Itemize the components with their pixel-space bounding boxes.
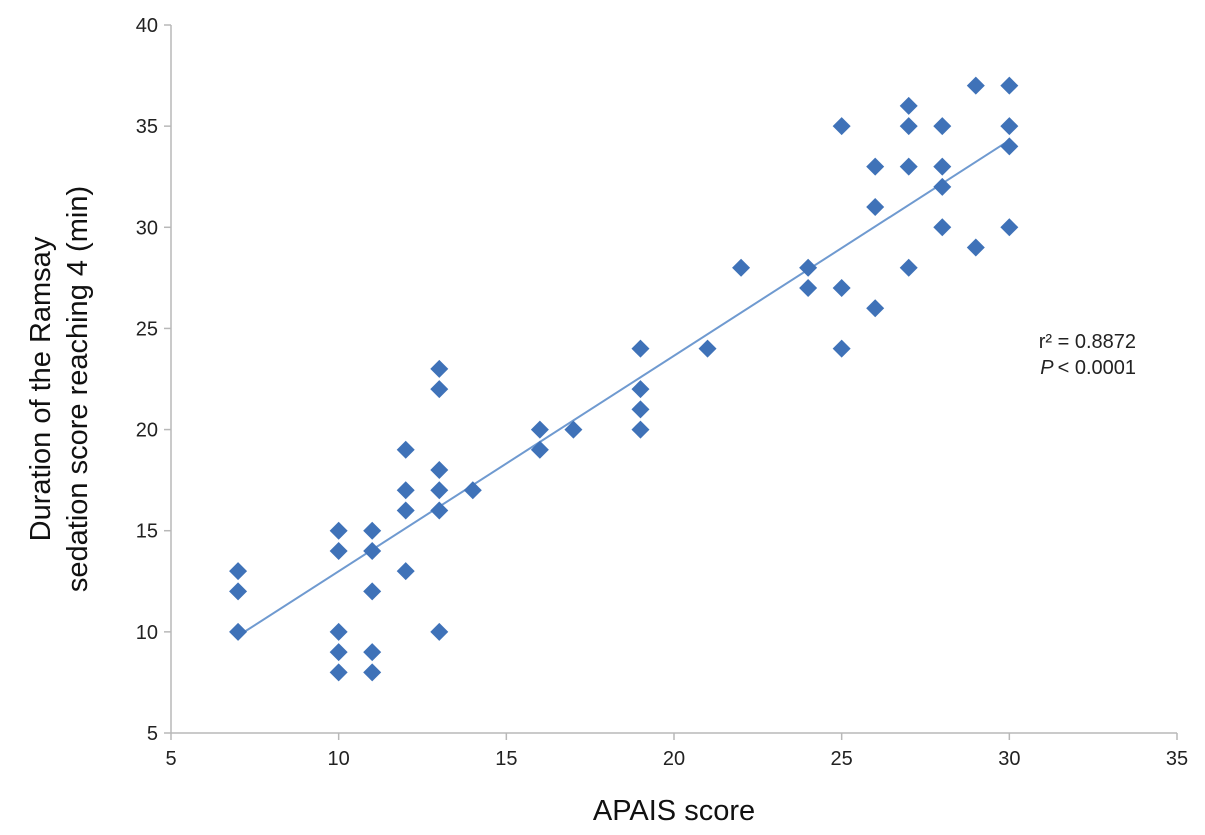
data-point <box>564 420 583 439</box>
data-point <box>329 663 348 682</box>
data-point <box>329 622 348 641</box>
data-point <box>430 501 449 520</box>
data-point <box>866 198 885 217</box>
data-point <box>396 440 415 459</box>
data-point <box>933 157 952 176</box>
statistics-annotation: r² = 0.8872 P < 0.0001 <box>1039 331 1136 379</box>
y-axis-title-line-2: sedation score reaching 4 (min) <box>62 186 94 592</box>
p-value-label: P < 0.0001 <box>1040 357 1136 379</box>
data-point <box>698 339 717 358</box>
trendline <box>237 139 1010 637</box>
data-point <box>966 76 985 95</box>
data-point <box>1000 137 1019 156</box>
x-tick-label: 30 <box>998 748 1020 770</box>
data-point <box>363 521 382 540</box>
data-point <box>463 481 482 500</box>
data-point <box>363 582 382 601</box>
data-points <box>229 76 1019 682</box>
y-axis-ticks: 5 10 15 20 25 30 35 40 <box>136 15 171 745</box>
data-point <box>530 420 549 439</box>
data-point <box>229 562 248 581</box>
y-axis-title-line-1: Duration of the Ramsay <box>25 236 57 541</box>
data-point <box>799 278 818 297</box>
r-squared-label: r² = 0.8872 <box>1039 331 1136 353</box>
data-point <box>631 339 650 358</box>
data-point <box>363 663 382 682</box>
data-point <box>866 299 885 318</box>
data-point <box>530 440 549 459</box>
data-point <box>631 420 650 439</box>
y-tick-label: 25 <box>136 318 158 340</box>
x-tick-label: 15 <box>495 748 517 770</box>
data-point <box>396 562 415 581</box>
data-point <box>396 481 415 500</box>
data-point <box>1000 76 1019 95</box>
data-point <box>899 157 918 176</box>
y-tick-label: 35 <box>136 116 158 138</box>
x-tick-label: 10 <box>328 748 350 770</box>
data-point <box>430 461 449 480</box>
data-point <box>899 117 918 136</box>
data-point <box>329 541 348 560</box>
p-symbol: P <box>1040 357 1054 379</box>
data-point <box>933 218 952 237</box>
x-tick-label: 20 <box>663 748 685 770</box>
y-axis-title: Duration of the Ramsay sedation score re… <box>25 186 94 592</box>
x-axis-ticks: 5 10 15 20 25 30 35 <box>165 733 1188 770</box>
y-tick-label: 20 <box>136 420 158 442</box>
data-point <box>832 278 851 297</box>
data-point <box>396 501 415 520</box>
data-point <box>430 622 449 641</box>
data-point <box>933 177 952 196</box>
data-point <box>899 258 918 277</box>
x-tick-label: 35 <box>1166 748 1188 770</box>
data-point <box>732 258 751 277</box>
axes <box>170 25 1177 734</box>
data-point <box>363 541 382 560</box>
data-point <box>329 521 348 540</box>
data-point <box>966 238 985 257</box>
data-point <box>631 380 650 399</box>
data-point <box>1000 117 1019 136</box>
data-point <box>430 380 449 399</box>
data-point <box>430 359 449 378</box>
data-point <box>329 643 348 662</box>
y-tick-label: 5 <box>147 723 158 745</box>
y-tick-label: 40 <box>136 15 158 37</box>
data-point <box>832 339 851 358</box>
data-point <box>866 157 885 176</box>
y-tick-label: 30 <box>136 217 158 239</box>
y-tick-label: 15 <box>136 521 158 543</box>
data-point <box>229 582 248 601</box>
data-point <box>631 400 650 419</box>
y-tick-label: 10 <box>136 622 158 644</box>
data-point <box>832 117 851 136</box>
data-point <box>899 96 918 115</box>
x-tick-label: 5 <box>165 748 176 770</box>
data-point <box>430 481 449 500</box>
data-point <box>363 643 382 662</box>
data-point <box>1000 218 1019 237</box>
p-value: < 0.0001 <box>1058 357 1136 379</box>
data-point <box>933 117 952 136</box>
x-axis-title: APAIS score <box>593 795 755 827</box>
data-point <box>229 622 248 641</box>
data-point <box>799 258 818 277</box>
x-tick-label: 25 <box>831 748 853 770</box>
